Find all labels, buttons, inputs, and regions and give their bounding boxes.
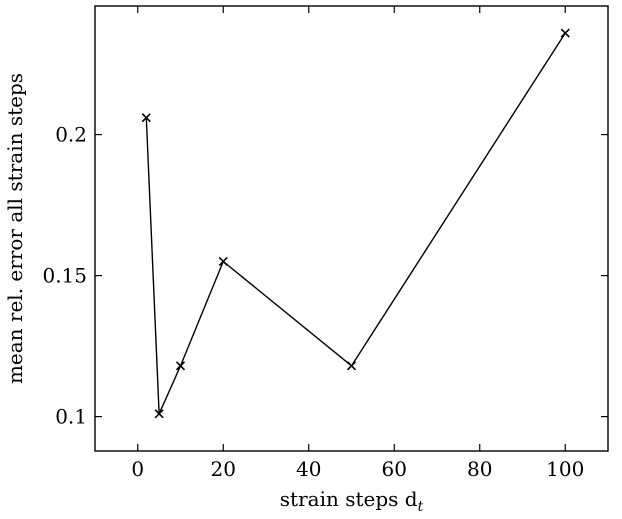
x-axis-label-subscript: t bbox=[418, 499, 424, 515]
data-point-marker bbox=[154, 409, 164, 419]
data-point-marker bbox=[175, 361, 186, 371]
x-tick-label: 20 bbox=[211, 457, 236, 481]
y-axis-label: mean rel. error all strain steps bbox=[3, 73, 27, 384]
x-tick-label: 40 bbox=[296, 457, 321, 481]
x-axis-ticks: 0 20 40 60 80 100 bbox=[131, 6, 584, 481]
plot-frame bbox=[94, 5, 609, 452]
y-tick-label: 0.2 bbox=[55, 123, 87, 147]
x-axis-label-main: strain steps d bbox=[280, 487, 418, 511]
x-tick-label: 80 bbox=[467, 457, 492, 481]
x-axis-label: strain steps dt bbox=[280, 487, 424, 515]
data-point-marker bbox=[346, 361, 357, 371]
data-point-marker bbox=[141, 113, 151, 123]
y-tick-label: 0.1 bbox=[55, 405, 87, 429]
series-layer bbox=[141, 28, 570, 419]
y-tick-label: 0.15 bbox=[42, 264, 87, 288]
data-point-marker bbox=[560, 28, 570, 38]
x-tick-label: 0 bbox=[131, 457, 144, 481]
y-axis-ticks: 0.1 0.15 0.2 bbox=[42, 123, 608, 429]
x-tick-label: 100 bbox=[546, 457, 584, 481]
series-line bbox=[145, 32, 566, 415]
data-point-marker bbox=[218, 256, 228, 267]
x-tick-label: 60 bbox=[382, 457, 407, 481]
